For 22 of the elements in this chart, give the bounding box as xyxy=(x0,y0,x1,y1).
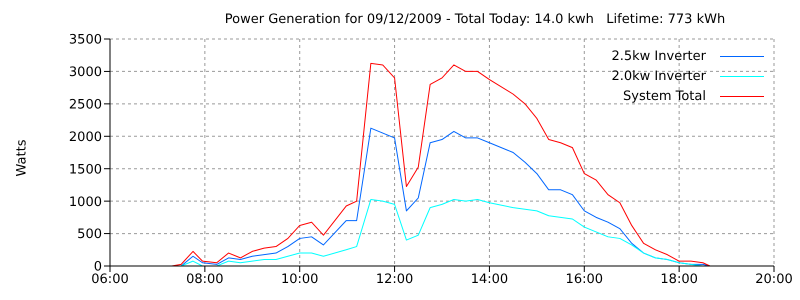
y-tick-label: 500 xyxy=(77,227,102,242)
y-tick-label: 0 xyxy=(94,260,102,275)
y-axis-title: Watts xyxy=(14,140,30,176)
x-tick-label: 10:00 xyxy=(280,272,318,288)
y-tick-label: 2500 xyxy=(68,97,102,112)
legend-label: 2.5kw Inverter xyxy=(611,48,706,64)
y-tick-label: 3000 xyxy=(68,65,102,80)
y-tick-label: 1500 xyxy=(68,162,102,178)
x-tick-label: 20:00 xyxy=(755,272,793,288)
x-tick-label: 14:00 xyxy=(470,272,508,288)
line-series xyxy=(171,62,710,266)
x-tick-label: 06:00 xyxy=(91,272,129,288)
chart-title: Power Generation for 09/12/2009 - Total Today: 14.0 kwh Lifetime: 773 kWh xyxy=(224,12,726,27)
x-tick-label: 08:00 xyxy=(186,272,224,288)
x-tick-label: 16:00 xyxy=(566,272,604,288)
x-tick-label: 12:00 xyxy=(376,272,414,288)
y-tick-label: 3500 xyxy=(68,32,102,48)
legend-label: System Total xyxy=(623,88,706,104)
legend-label: 2.0kw Inverter xyxy=(611,68,706,84)
y-tick-label: 2000 xyxy=(68,130,102,145)
x-tick-label: 18:00 xyxy=(660,272,698,288)
y-tick-label: 1000 xyxy=(68,194,102,210)
